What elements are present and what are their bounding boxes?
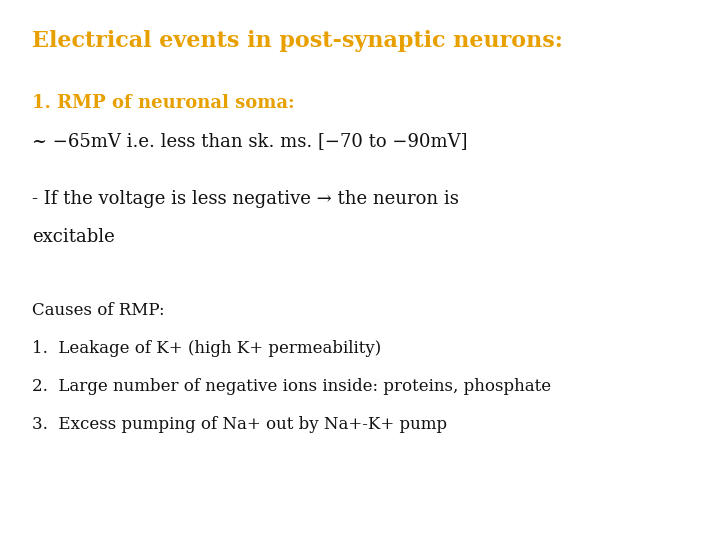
Text: Electrical events in post-synaptic neurons:: Electrical events in post-synaptic neuro…	[32, 30, 563, 52]
Text: - If the voltage is less negative → the neuron is: - If the voltage is less negative → the …	[32, 190, 459, 208]
Text: Causes of RMP:: Causes of RMP:	[32, 302, 165, 319]
Text: 1. RMP of neuronal soma:: 1. RMP of neuronal soma:	[32, 94, 295, 112]
Text: 2.  Large number of negative ions inside: proteins, phosphate: 2. Large number of negative ions inside:…	[32, 378, 552, 395]
Text: 3.  Excess pumping of Na+ out by Na+-K+ pump: 3. Excess pumping of Na+ out by Na+-K+ p…	[32, 416, 448, 433]
Text: 1.  Leakage of K+ (high K+ permeability): 1. Leakage of K+ (high K+ permeability)	[32, 340, 382, 357]
Text: excitable: excitable	[32, 228, 115, 246]
Text: ~ −65mV i.e. less than sk. ms. [−70 to −90mV]: ~ −65mV i.e. less than sk. ms. [−70 to −…	[32, 132, 468, 150]
